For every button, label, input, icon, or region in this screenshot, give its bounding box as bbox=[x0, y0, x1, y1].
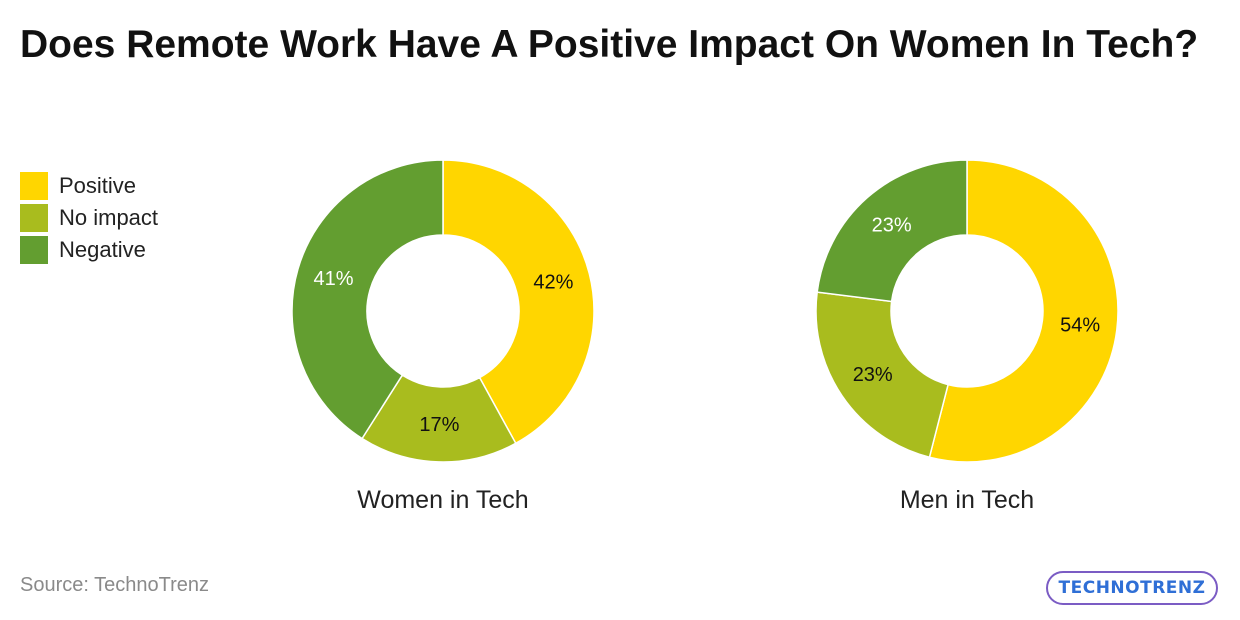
logo-text: TECHNOTRENZ bbox=[1058, 578, 1206, 598]
donut-men-in-tech: 54% 23% 23% Men in Tech bbox=[815, 159, 1119, 514]
legend-swatch-no-impact bbox=[20, 204, 48, 232]
legend: Positive No impact Negative bbox=[20, 170, 158, 266]
data-label-positive-men-in-tech: 54% bbox=[1060, 314, 1100, 336]
data-label-positive-women-in-tech: 42% bbox=[533, 272, 573, 294]
data-label-negative-women-in-tech: 41% bbox=[314, 268, 354, 290]
source-note: Source: TechnoTrenz bbox=[20, 574, 209, 596]
data-label-no-impact-women-in-tech: 17% bbox=[419, 414, 459, 436]
legend-item-positive: Positive bbox=[20, 170, 158, 202]
chart-title: Does Remote Work Have A Positive Impact … bbox=[20, 23, 1199, 66]
slice-negative-women-in-tech bbox=[291, 159, 444, 440]
slice-negative-men-in-tech bbox=[816, 159, 968, 303]
legend-label-no-impact: No impact bbox=[59, 205, 159, 230]
legend-item-negative: Negative bbox=[20, 234, 158, 266]
legend-label-negative: Negative bbox=[59, 237, 146, 262]
legend-swatch-positive bbox=[20, 172, 48, 200]
slice-no-impact-men-in-tech bbox=[815, 291, 950, 459]
chart-subtitle-women-in-tech: Women in Tech bbox=[357, 486, 528, 514]
donut-women-in-tech: 42% 17% 41% Women in Tech bbox=[291, 159, 595, 514]
legend-label-positive: Positive bbox=[59, 173, 137, 198]
data-label-negative-men-in-tech: 23% bbox=[872, 214, 912, 236]
legend-swatch-negative bbox=[20, 236, 48, 264]
legend-item-no-impact: No impact bbox=[20, 202, 158, 234]
slice-positive-men-in-tech bbox=[928, 159, 1119, 463]
data-label-no-impact-men-in-tech: 23% bbox=[853, 364, 893, 386]
slice-positive-women-in-tech bbox=[442, 159, 595, 445]
chart-subtitle-men-in-tech: Men in Tech bbox=[900, 486, 1034, 514]
technotrenz-logo: TECHNOTRENZ bbox=[1046, 571, 1218, 605]
